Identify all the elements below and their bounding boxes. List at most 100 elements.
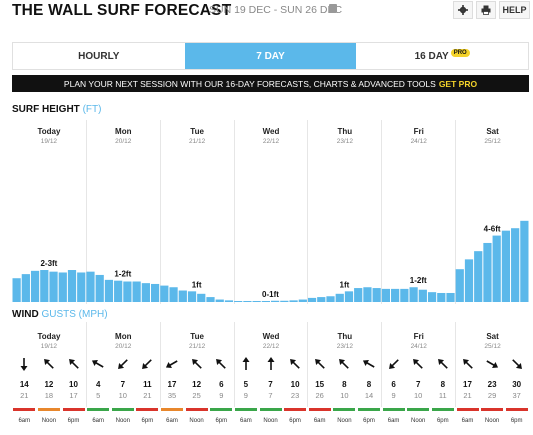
surf-bar[interactable]	[114, 280, 123, 302]
wind-arrow-icon	[267, 357, 274, 370]
help-button[interactable]: HELP	[499, 1, 530, 19]
wind-gust: 10	[118, 391, 127, 400]
surf-bar[interactable]	[67, 270, 77, 302]
surf-bar[interactable]	[492, 235, 501, 302]
surf-bar[interactable]	[160, 285, 169, 302]
surf-bar[interactable]	[77, 272, 86, 302]
wind-arrow-icon	[142, 359, 153, 369]
surf-bar[interactable]	[280, 300, 289, 302]
wind-rating-bar	[234, 408, 257, 411]
surf-bar[interactable]	[187, 291, 197, 302]
surf-bar[interactable]	[400, 288, 409, 302]
wind-gust: 29	[487, 391, 497, 400]
surf-bar[interactable]	[326, 296, 335, 302]
wind-rating-bar	[382, 408, 405, 411]
surf-bar[interactable]	[418, 289, 427, 302]
surf-bar[interactable]	[363, 287, 372, 302]
wind-gust: 9	[391, 391, 396, 400]
surf-bar[interactable]	[437, 292, 446, 302]
surf-bar[interactable]	[335, 293, 344, 302]
surf-bar[interactable]	[474, 251, 483, 302]
surf-bar[interactable]	[49, 271, 58, 302]
surf-bar[interactable]	[298, 299, 307, 302]
surf-day-column: Thu 23/12	[307, 120, 381, 304]
print-button[interactable]	[476, 1, 496, 19]
surf-bar[interactable]	[483, 242, 492, 302]
surf-bar[interactable]	[261, 301, 270, 302]
wind-gust: 5	[96, 391, 101, 400]
surf-bar[interactable]	[40, 270, 49, 302]
wind-arrow-icon	[314, 359, 325, 369]
wind-speed: 7	[415, 380, 421, 389]
surf-bar[interactable]	[307, 297, 317, 302]
surf-bar[interactable]	[234, 301, 243, 302]
wind-time: 6am	[313, 418, 326, 424]
surf-bar[interactable]	[150, 283, 160, 302]
surf-bar[interactable]	[317, 297, 326, 302]
get-pro-link[interactable]: GET PRO	[438, 78, 478, 89]
wind-time: 6am	[461, 418, 474, 424]
surf-bar[interactable]	[30, 270, 40, 302]
day-name: Tue	[190, 127, 204, 136]
surf-bar[interactable]	[520, 220, 529, 302]
day-date: 25/12	[484, 138, 501, 145]
wind-time: 6pm	[67, 418, 80, 424]
surf-bar[interactable]	[58, 272, 67, 302]
settings-button[interactable]	[453, 1, 473, 19]
surf-bar[interactable]	[372, 288, 381, 302]
surf-bar[interactable]	[289, 300, 298, 302]
surf-height-title: SURF HEIGHT (FT)	[12, 104, 101, 115]
surf-bar[interactable]	[427, 292, 437, 302]
page-title: THE WALL SURF FORECAST	[12, 2, 232, 19]
surf-bar[interactable]	[95, 274, 104, 302]
wind-speed: 4	[95, 380, 101, 389]
wind-rating-bar	[13, 408, 36, 411]
tab-hourly[interactable]: HOURLY	[13, 43, 185, 69]
surf-bar[interactable]	[141, 283, 150, 302]
surf-bar[interactable]	[354, 288, 363, 302]
surf-bar[interactable]	[104, 279, 114, 302]
surf-bar[interactable]	[224, 300, 234, 302]
surf-bar[interactable]	[86, 271, 95, 302]
surf-bar[interactable]	[206, 297, 215, 302]
surf-bar[interactable]	[446, 292, 455, 302]
calendar-icon[interactable]	[329, 4, 337, 13]
tab-7-day[interactable]: 7 DAY	[184, 43, 357, 69]
surf-height-label: 1ft	[340, 280, 350, 289]
wind-arrow-icon	[362, 359, 375, 368]
promo-banner[interactable]: PLAN YOUR NEXT SESSION WITH OUR 16-DAY F…	[12, 75, 529, 92]
surf-bar[interactable]	[455, 269, 464, 302]
surf-bar[interactable]	[344, 291, 354, 302]
surf-bar[interactable]	[381, 288, 391, 302]
wind-arrow-icon	[68, 359, 79, 369]
wind-gust: 21	[463, 391, 472, 400]
surf-bar[interactable]	[252, 301, 261, 302]
surf-bar[interactable]	[501, 230, 511, 302]
surf-bar[interactable]	[464, 259, 474, 302]
wind-speed: 6	[219, 380, 224, 389]
surf-bar[interactable]	[409, 287, 418, 302]
surf-bar[interactable]	[178, 290, 187, 302]
tab-16-day[interactable]: 16 DAY PRO	[356, 43, 528, 69]
wind-rating-bar	[333, 408, 356, 411]
wind-cell: 6 9 6pm	[209, 322, 233, 435]
surf-bar[interactable]	[391, 288, 400, 302]
surf-bar[interactable]	[12, 278, 21, 302]
wind-time: Noon	[411, 418, 426, 424]
wind-gust: 25	[192, 391, 201, 400]
day-name: Fri	[413, 127, 424, 136]
surf-bar[interactable]	[169, 287, 178, 302]
surf-bar[interactable]	[197, 293, 206, 302]
day-date: 22/12	[262, 343, 280, 350]
surf-bar[interactable]	[21, 274, 30, 302]
surf-bar[interactable]	[123, 281, 132, 303]
wind-cell: 10 23 6pm	[283, 322, 307, 435]
surf-bar[interactable]	[243, 301, 252, 302]
surf-bar[interactable]	[271, 300, 280, 302]
surf-bar[interactable]	[511, 228, 520, 302]
surf-bar[interactable]	[132, 281, 141, 303]
wind-time: 6pm	[363, 418, 375, 424]
wind-speed: 8	[366, 380, 372, 389]
day-name: Wed	[262, 332, 280, 341]
surf-bar[interactable]	[215, 299, 224, 302]
